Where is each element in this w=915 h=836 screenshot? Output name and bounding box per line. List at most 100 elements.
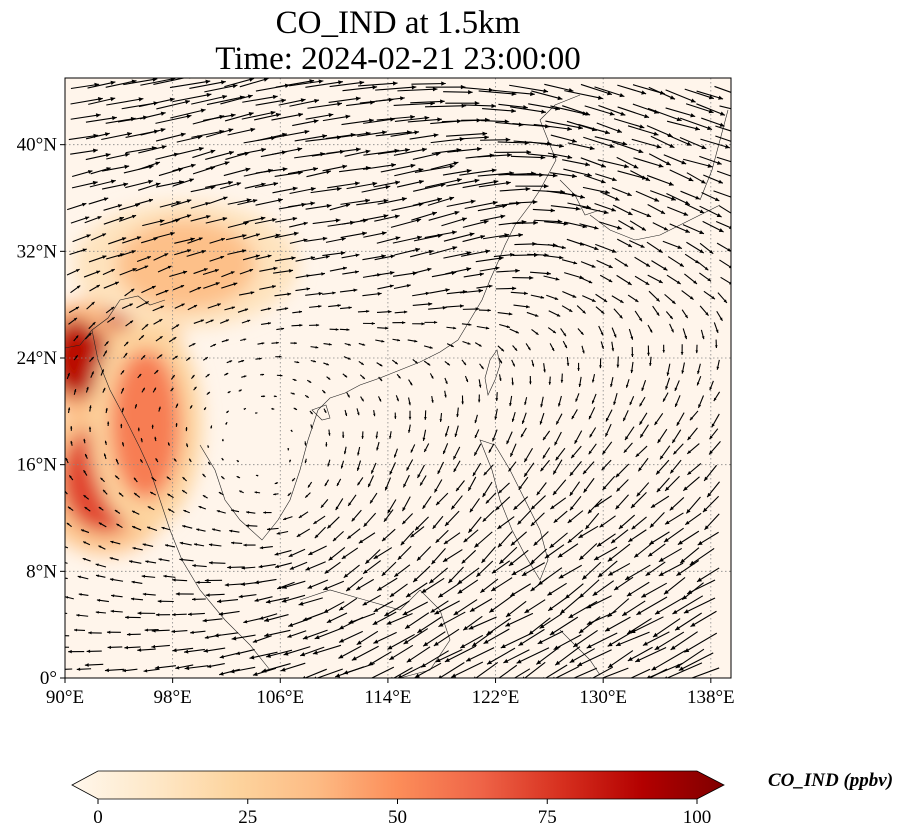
- wind-arrow: [289, 187, 316, 195]
- wind-arrow: [716, 359, 720, 370]
- wind-arrow: [480, 578, 499, 594]
- wind-arrow: [357, 130, 387, 137]
- wind-arrow: [362, 254, 387, 261]
- wind-arrow: [276, 327, 285, 331]
- wind-arrow: [65, 561, 68, 564]
- y-tick-label: 40°N: [17, 135, 58, 156]
- wind-arrow: [579, 242, 599, 251]
- wind-arrow: [208, 196, 228, 205]
- wind-arrow: [713, 322, 719, 334]
- wind-arrow: [356, 630, 379, 646]
- wind-arrow: [341, 118, 374, 126]
- wind-arrow: [475, 256, 504, 263]
- wind-arrow: [88, 426, 92, 432]
- wind-arrow: [89, 284, 101, 292]
- wind-arrow: [157, 599, 174, 603]
- wind-arrow: [95, 563, 107, 568]
- wind-arrow: [523, 462, 535, 478]
- wind-arrow: [290, 429, 293, 433]
- wind-arrow: [537, 630, 564, 645]
- wind-arrow: [582, 206, 609, 215]
- wind-arrow: [144, 628, 159, 632]
- wind-arrow: [68, 475, 74, 481]
- wind-arrow: [117, 250, 136, 258]
- wind-arrow: [474, 429, 480, 439]
- colorbar-tick-label: 50: [388, 807, 407, 828]
- wind-arrow: [240, 338, 247, 342]
- wind-arrow: [638, 412, 648, 426]
- wind-arrow: [417, 464, 425, 479]
- wind-arrow: [670, 631, 698, 651]
- wind-arrow: [459, 135, 489, 140]
- wind-arrow: [238, 359, 245, 363]
- wind-arrow: [642, 631, 670, 646]
- wind-arrow: [186, 443, 189, 448]
- wind-arrow: [460, 249, 491, 257]
- wind-arrow: [578, 616, 601, 634]
- wind-arrow: [686, 241, 705, 254]
- wind-arrow: [506, 431, 513, 445]
- wind-arrow: [482, 481, 493, 498]
- wind-arrow: [328, 304, 341, 308]
- wind-arrow: [405, 582, 428, 598]
- wind-arrow: [392, 321, 406, 325]
- wind-arrow: [457, 567, 480, 585]
- wind-arrow: [524, 599, 546, 614]
- wind-arrow: [453, 599, 478, 616]
- wind-arrow: [513, 496, 529, 511]
- wind-arrow: [659, 445, 671, 460]
- wind-arrow: [100, 477, 105, 483]
- wind-arrow: [246, 511, 256, 514]
- wind-arrow: [665, 107, 696, 118]
- wind-arrow: [387, 499, 397, 514]
- wind-arrow: [465, 647, 495, 662]
- wind-arrow: [80, 529, 90, 534]
- wind-arrow: [542, 447, 551, 459]
- wind-arrow: [618, 514, 636, 530]
- wind-arrow: [377, 284, 394, 290]
- wind-arrow: [576, 305, 586, 314]
- wind-arrow: [343, 564, 360, 579]
- wind-arrow: [220, 94, 253, 105]
- wind-arrow: [716, 310, 723, 322]
- wind-arrow: [172, 178, 195, 187]
- wind-arrow: [114, 509, 121, 514]
- wind-arrow: [664, 475, 680, 492]
- wind-arrow: [614, 257, 629, 268]
- wind-arrow: [686, 172, 706, 184]
- wind-arrow: [88, 631, 102, 635]
- wind-arrow: [154, 436, 157, 442]
- wind-arrow: [627, 294, 639, 303]
- wind-arrow: [351, 645, 379, 661]
- wind-arrow: [601, 441, 613, 455]
- wind-arrow: [655, 459, 670, 475]
- wind-arrow: [191, 374, 195, 379]
- wind-arrow: [158, 406, 161, 412]
- wind-arrow: [569, 495, 582, 511]
- wind-arrow: [281, 594, 306, 603]
- wind-arrow: [607, 562, 631, 576]
- wind-arrow: [137, 611, 156, 615]
- wind-arrow: [543, 363, 546, 373]
- wind-arrow: [202, 473, 206, 478]
- wind-arrow: [306, 169, 332, 178]
- wind-arrow: [647, 543, 666, 557]
- wind-arrow: [335, 498, 344, 511]
- wind-arrow: [293, 407, 298, 411]
- wind-arrow: [84, 506, 91, 512]
- wind-arrow: [677, 530, 700, 546]
- wind-arrow: [461, 359, 467, 366]
- wind-arrow: [138, 145, 167, 154]
- wind-arrow: [667, 206, 689, 216]
- wind-arrow: [90, 371, 95, 378]
- wind-arrow: [443, 532, 461, 545]
- wind-arrow: [575, 393, 580, 402]
- wind-arrow: [636, 596, 668, 616]
- wind-arrow: [629, 668, 651, 678]
- wind-arrow: [703, 290, 716, 300]
- wind-arrow: [482, 509, 495, 523]
- coastline-japan-south: [589, 204, 721, 241]
- wind-arrow: [410, 444, 416, 453]
- wind-arrow: [674, 380, 680, 392]
- wind-arrow: [221, 438, 224, 442]
